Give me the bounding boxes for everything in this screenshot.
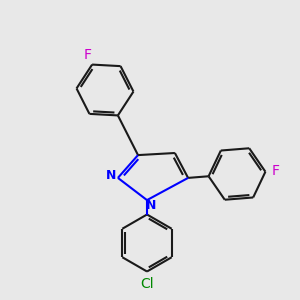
Text: F: F xyxy=(272,164,280,178)
Text: N: N xyxy=(106,169,116,182)
Text: N: N xyxy=(146,199,157,212)
Text: F: F xyxy=(83,48,92,62)
Text: Cl: Cl xyxy=(140,277,154,290)
